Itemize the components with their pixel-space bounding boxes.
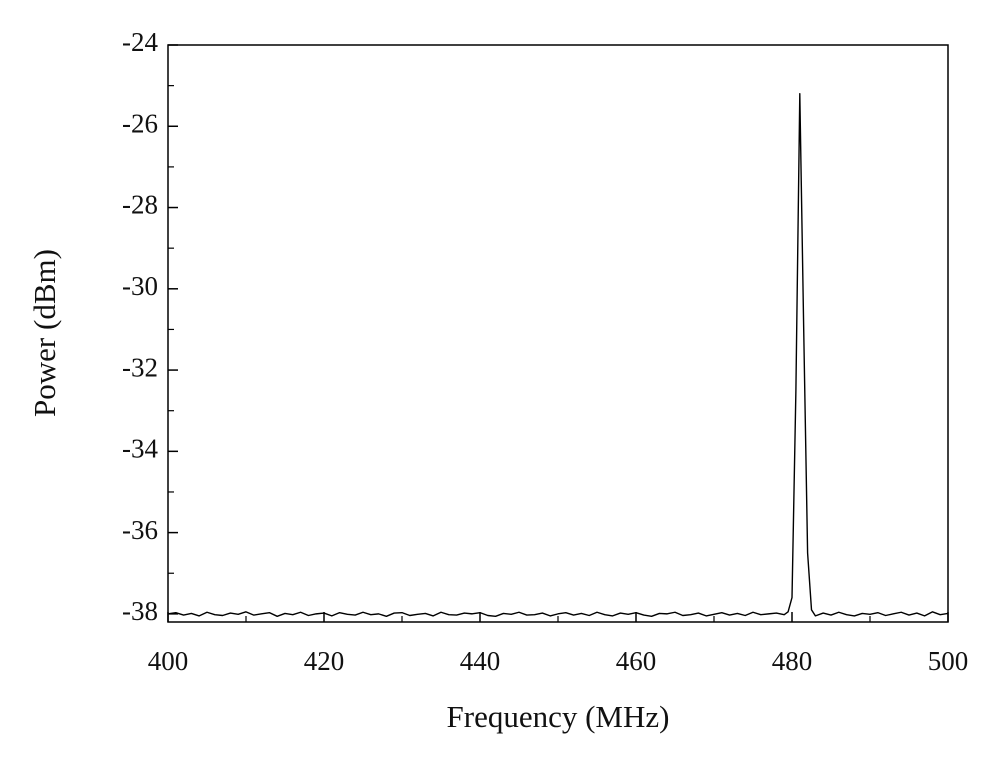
x-axis-label: Frequency (MHz) — [447, 699, 670, 734]
y-axis-label: Power (dBm) — [27, 249, 62, 417]
y-tick-label: -32 — [122, 352, 158, 382]
line-series — [168, 93, 948, 618]
x-tick-label: 500 — [928, 646, 969, 676]
plot-frame — [167, 44, 949, 623]
x-tick-label: 420 — [304, 646, 345, 676]
y-tick-label: -34 — [122, 434, 158, 464]
x-tick-label: 480 — [772, 646, 813, 676]
y-tick-label: -26 — [122, 108, 158, 138]
x-tick-label: 460 — [616, 646, 657, 676]
y-tick-label: -36 — [122, 515, 158, 545]
x-tick-label: 440 — [460, 646, 501, 676]
y-tick-label: -24 — [122, 27, 158, 57]
y-tick-label: -30 — [122, 271, 158, 301]
y-tick-label: -28 — [122, 190, 158, 220]
y-tick-label: -38 — [122, 596, 158, 626]
x-tick-label: 400 — [148, 646, 189, 676]
